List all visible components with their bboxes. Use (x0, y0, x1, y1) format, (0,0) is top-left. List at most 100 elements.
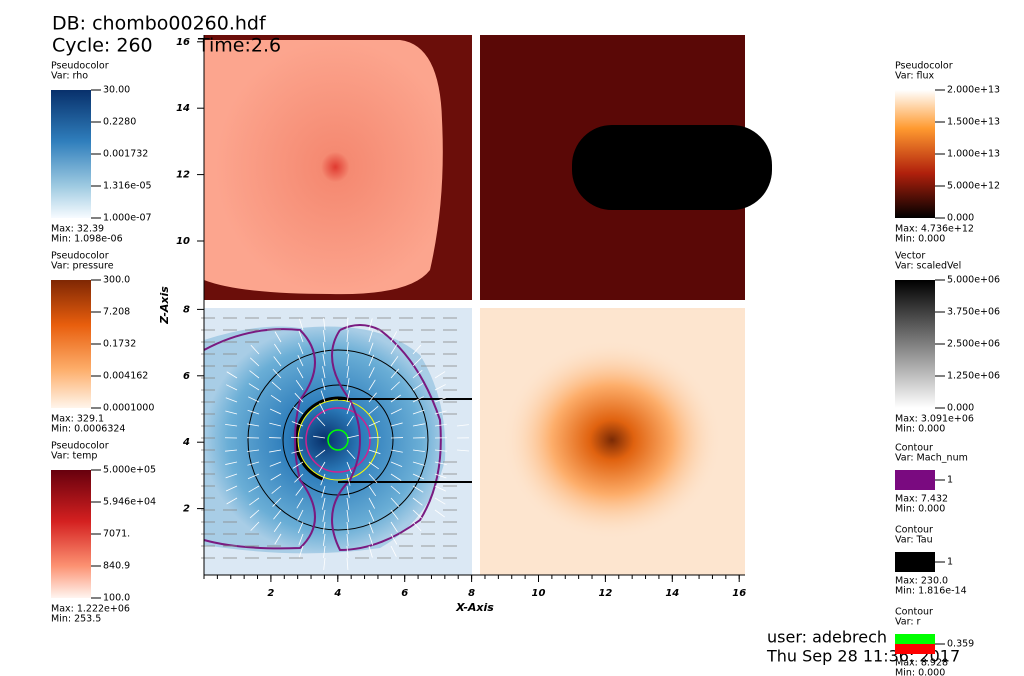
arrow (323, 557, 326, 570)
z-tick-label: 6 (183, 371, 190, 382)
legend-plot: Pseudocolor (51, 251, 109, 262)
arrow (318, 461, 326, 473)
legend-max: Max: 1.222e+06 (51, 604, 130, 615)
arrow (390, 473, 402, 481)
legend-plot: Contour (895, 607, 933, 618)
arrow (368, 342, 374, 355)
legend-label: 1.316e-05 (103, 181, 152, 192)
z-axis-label: Z-Axis (158, 286, 171, 325)
x-tick-label: 10 (532, 588, 546, 599)
legend-var: Var: scaledVel (895, 261, 961, 272)
color-bar (895, 280, 935, 408)
arrow (249, 357, 260, 367)
arrow (295, 485, 304, 496)
arrow (346, 497, 350, 510)
arrow (298, 318, 304, 331)
arrow (346, 521, 349, 534)
arrow (322, 354, 326, 367)
x-tick-label: 12 (598, 588, 612, 599)
arrow (390, 485, 401, 495)
arrow (368, 521, 374, 534)
legend-var: Var: Mach_num (895, 453, 968, 464)
legend-var: Var: rho (51, 71, 88, 82)
legend-var: Var: Tau (895, 535, 933, 546)
arrow (390, 497, 400, 508)
legend-label: 0.004162 (103, 371, 148, 382)
arrow (390, 422, 403, 427)
arrow (412, 357, 422, 367)
x-axis-label: X-Axis (455, 601, 494, 614)
arrow (434, 384, 446, 391)
legend-max: Max: 4.736e+12 (895, 224, 974, 235)
arrow (390, 368, 400, 379)
legend-label: 2.500e+06 (947, 339, 1000, 350)
legend-max: Max: 32.39 (51, 224, 104, 235)
arrow (323, 330, 326, 343)
arrow (368, 405, 379, 415)
arrow (434, 485, 447, 492)
db-title: DB: chombo00260.hdf (52, 13, 267, 35)
arrow (225, 397, 238, 403)
legend-plot: Pseudocolor (895, 61, 953, 72)
arrow (368, 379, 376, 391)
arrow (368, 354, 375, 367)
arrow (322, 533, 326, 546)
color-bar (51, 90, 91, 218)
arrow (226, 497, 238, 505)
arrow (269, 461, 282, 467)
arrow (412, 409, 425, 415)
arrow (296, 497, 304, 509)
arrow (225, 473, 238, 479)
arrow (249, 370, 260, 379)
arrow (225, 410, 238, 415)
arrow (315, 449, 326, 458)
x-tick-label: 4 (333, 588, 341, 599)
arrow (298, 330, 304, 343)
arrow (412, 461, 425, 466)
arrow (273, 509, 282, 520)
arrow (248, 396, 260, 403)
arrow (368, 461, 380, 470)
arrow (412, 485, 424, 493)
z-tick-label: 16 (176, 37, 190, 48)
legend-label: 7.208 (103, 307, 130, 318)
legend-plot: Pseudocolor (51, 61, 109, 72)
arrow (295, 379, 304, 391)
arrow (248, 485, 260, 493)
arrow (294, 392, 304, 403)
arrow (412, 344, 422, 355)
arrow (456, 424, 469, 427)
legend-var: Var: temp (51, 451, 97, 462)
arrow (390, 533, 398, 545)
arrow (412, 423, 425, 427)
legend-max: Max: 329.1 (51, 414, 104, 425)
arrow (247, 423, 260, 427)
legend-max: Max: 230.0 (895, 576, 948, 587)
z-tick-label: 14 (176, 103, 190, 114)
arrow (270, 473, 282, 481)
legend-label: 1 (947, 557, 953, 568)
legend-label: 0.2280 (103, 117, 136, 128)
x-tick-label: 8 (468, 588, 475, 599)
legend-max: Max: 3.091e+06 (895, 414, 974, 425)
arrow (247, 473, 260, 480)
arrow (247, 461, 260, 466)
arrow (322, 521, 326, 534)
arrow (346, 473, 351, 486)
arrow (456, 449, 469, 452)
arrow (320, 390, 326, 403)
arrow (434, 461, 447, 466)
arrow (412, 370, 423, 379)
arrow (434, 371, 446, 379)
arrow (390, 343, 398, 355)
legend-label: 5.000e+12 (947, 181, 1000, 192)
arrow (320, 473, 326, 486)
arrow (368, 533, 374, 546)
arrow (321, 497, 326, 510)
arrow (290, 436, 304, 439)
user: user: adebrech (767, 628, 887, 647)
color-bar (895, 90, 935, 218)
legend-label: 5.000e+06 (947, 275, 1000, 286)
arrow (390, 449, 403, 453)
legend-min: Min: 0.000 (895, 234, 945, 245)
